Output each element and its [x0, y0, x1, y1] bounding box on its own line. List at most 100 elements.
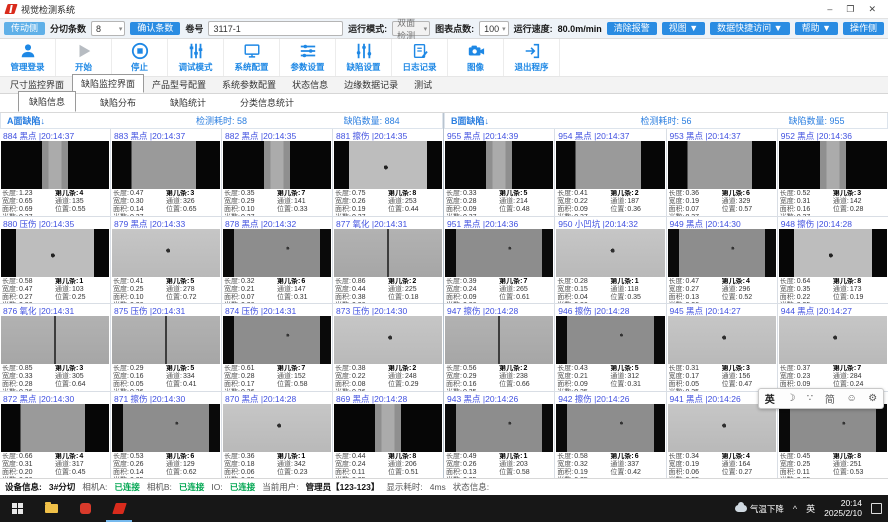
- clear-alarm-button[interactable]: 清除报警: [606, 21, 657, 36]
- tab-status-info[interactable]: 状态信息: [292, 80, 329, 90]
- tab-system-params-config[interactable]: 系统参数配置: [222, 80, 277, 90]
- tray-expand-button[interactable]: ^: [792, 503, 798, 514]
- metric-strip: 第几条:2: [610, 190, 663, 198]
- help-menu-button[interactable]: 帮助 ▼: [794, 21, 838, 36]
- defect-cell[interactable]: 947 擦伤 |20:14:28长度:0.56宽度:0.29面积:0.16米数:…: [444, 304, 555, 391]
- ime-cursor-icon[interactable]: ∵: [806, 393, 814, 404]
- defect-settings-button[interactable]: 缺陷设置: [336, 39, 392, 76]
- defect-cell[interactable]: 882 黑点 |20:14:35 长度:0.35宽度:0.29面积:0.10米数:…: [222, 129, 332, 216]
- metric-value: 0.37: [130, 214, 144, 215]
- defect-cell[interactable]: 874 压伤 |20:14:31长度:0.61宽度:0.28面积:0.17米数:…: [222, 304, 332, 391]
- subtab-defect-distribution[interactable]: 缺陷分布: [100, 98, 137, 108]
- run-mode-select[interactable]: 双面检测 ▾: [392, 18, 431, 41]
- panel-b-title[interactable]: B面缺陷↓: [451, 116, 489, 126]
- defect-cell[interactable]: 955 黑点 |20:14:39 长度:0.33宽度:0.28面积:0.09米数:…: [444, 129, 555, 216]
- metric-position: 位置:0.35: [610, 294, 663, 302]
- defect-cell[interactable]: 950 小凹坑 |20:14:32长度:0.28宽度:0.15面积:0.04米数…: [555, 216, 666, 303]
- roll-number-input[interactable]: 3117-1: [208, 21, 344, 36]
- defect-cell[interactable]: 869 黑点 |20:14:28长度:0.44宽度:0.24面积:0.11米数:…: [333, 391, 443, 478]
- stop-button[interactable]: 停止: [112, 39, 168, 76]
- defect-cell[interactable]: 941 黑点 |20:14:26长度:0.34宽度:0.19面积:0.06米数:…: [666, 391, 777, 478]
- inspection-app-taskbar-button[interactable]: [102, 495, 136, 522]
- maximize-button[interactable]: ❐: [846, 3, 855, 14]
- system-config-button[interactable]: 系统配置: [224, 39, 280, 76]
- start-button[interactable]: 开始: [56, 39, 112, 76]
- admin-login-button[interactable]: 管理登录: [0, 39, 56, 76]
- metric-value: 1.23: [18, 190, 33, 197]
- pinned-app-button[interactable]: [68, 495, 102, 522]
- minimize-button[interactable]: –: [827, 3, 833, 14]
- confirm-strips-button[interactable]: 确认条数: [130, 21, 181, 36]
- defect-cell[interactable]: 953 黑点 |20:14:37 长度:0.36宽度:0.19面积:0.07米数:…: [666, 129, 777, 216]
- metric-channel: 通道:142: [833, 198, 886, 206]
- defect-cell[interactable]: 871 擦伤 |20:14:30长度:0.53宽度:0.26面积:0.14米数:…: [111, 391, 221, 478]
- defect-cell[interactable]: 942 擦伤 |20:14:26长度:0.58宽度:0.32面积:0.19米数:…: [555, 391, 666, 478]
- data-quick-access-menu-button[interactable]: 数据快捷访问 ▼: [710, 21, 790, 36]
- defect-cell-header: 874 压伤 |20:14:31: [225, 306, 297, 316]
- tab-test[interactable]: 测试: [414, 80, 433, 90]
- defect-cell[interactable]: 877 氧化 |20:14:31长度:0.86宽度:0.44面积:0.38米数:…: [333, 216, 443, 303]
- metric-value: 0.25: [796, 460, 811, 468]
- defect-cell[interactable]: 945 黑点 |20:14:27长度:0.31宽度:0.17面积:0.05米数:…: [666, 304, 777, 391]
- parameter-settings-button[interactable]: 参数设置: [280, 39, 336, 76]
- close-button[interactable]: ✕: [868, 3, 876, 14]
- tab-product-model-config[interactable]: 产品型号配置: [152, 80, 207, 90]
- operate-side-button[interactable]: 操作侧: [842, 21, 884, 36]
- defect-cell[interactable]: 946 擦伤 |20:14:28长度:0.43宽度:0.21面积:0.09米数:…: [555, 304, 666, 391]
- start-button[interactable]: [0, 495, 34, 522]
- metric-value: 0.47: [685, 277, 700, 285]
- defect-cell[interactable]: 949 黑点 |20:14:30长度:0.47宽度:0.27面积:0.13米数:…: [666, 216, 777, 303]
- defect-cell[interactable]: 878 黑点 |20:14:32长度:0.32宽度:0.21面积:0.07米数:…: [222, 216, 332, 303]
- action-label: 调试模式: [178, 62, 213, 72]
- view-menu-button[interactable]: 视图 ▼: [661, 21, 706, 36]
- defect-cell[interactable]: 872 黑点 |20:14:30长度:0.66宽度:0.31面积:0.20米数:…: [0, 391, 110, 478]
- tab-edge-data-record[interactable]: 边缘数据记录: [344, 80, 399, 90]
- panel-a-title[interactable]: A面缺陷↓: [7, 116, 45, 126]
- ime-lang-toggle[interactable]: 英: [764, 395, 775, 406]
- metric-label: 长度:: [224, 190, 240, 197]
- defect-cell[interactable]: 873 压伤 |20:14:30长度:0.38宽度:0.22面积:0.08米数:…: [333, 304, 443, 391]
- image-button[interactable]: 图像: [448, 39, 504, 76]
- defect-cell[interactable]: 884 黑点 |20:14:37 长度:1.23宽度:0.65面积:0.69米数:…: [0, 129, 110, 216]
- metric-length: 长度:0.47: [669, 278, 722, 286]
- subtab-defect-info[interactable]: 缺陷信息: [18, 91, 77, 112]
- drive-side-button[interactable]: 传动侧: [4, 21, 46, 36]
- ime-simplified-toggle[interactable]: 简: [824, 395, 835, 406]
- emoji-icon[interactable]: ☺: [846, 393, 857, 404]
- exit-program-button[interactable]: 退出程序: [504, 39, 560, 76]
- moon-icon[interactable]: ☽: [786, 393, 796, 404]
- defect-cell[interactable]: 876 氧化 |20:14:31长度:0.85宽度:0.33面积:0.28米数:…: [0, 304, 110, 391]
- metric-width: 宽度:0.44: [335, 286, 388, 294]
- defect-cell[interactable]: 870 黑点 |20:14:28长度:0.36宽度:0.18面积:0.06米数:…: [222, 391, 332, 478]
- defect-cell[interactable]: 944 黑点 |20:14:27长度:0.37宽度:0.23面积:0.09米数:…: [777, 304, 888, 391]
- defect-cell[interactable]: 951 黑点 |20:14:36长度:0.39宽度:0.24面积:0.09米数:…: [444, 216, 555, 303]
- subtab-classification-statistics[interactable]: 分类信息统计: [240, 98, 295, 108]
- tray-language-indicator[interactable]: 英: [806, 504, 816, 514]
- metric-length: 长度:0.47: [113, 190, 166, 198]
- tab-size-monitor[interactable]: 尺寸监控界面: [10, 80, 65, 90]
- log-record-button[interactable]: 日志记录: [392, 39, 448, 76]
- subtab-defect-statistics[interactable]: 缺陷统计: [170, 98, 207, 108]
- detect-time-label: 检测耗时:: [195, 116, 235, 126]
- defect-cell[interactable]: 943 黑点 |20:14:26长度:0.49宽度:0.26面积:0.13米数:…: [444, 391, 555, 478]
- defect-cell[interactable]: 952 黑点 |20:14:36 长度:0.52宽度:0.31面积:0.16米数:…: [777, 129, 888, 216]
- chart-points-select[interactable]: 100 ▾: [479, 21, 509, 36]
- metric-label: 面积:: [557, 381, 574, 389]
- strip-count-select[interactable]: 8 ▾: [91, 21, 126, 36]
- weather-widget[interactable]: 气温下降: [734, 502, 784, 515]
- taskbar-clock[interactable]: 20:14 2025/2/10: [824, 498, 862, 519]
- tab-defect-monitor[interactable]: 缺陷监控界面: [72, 74, 145, 93]
- defect-cell[interactable]: 879 黑点 |20:14:33长度:0.41宽度:0.25面积:0.10米数:…: [111, 216, 221, 303]
- defect-cell[interactable]: 954 黑点 |20:14:37 长度:0.41宽度:0.22面积:0.09米数:…: [555, 129, 666, 216]
- defect-cell[interactable]: 948 擦伤 |20:14:28长度:0.64宽度:0.35面积:0.22米数:…: [777, 216, 888, 304]
- action-center-icon[interactable]: [871, 503, 882, 514]
- gear-icon[interactable]: ⚙: [868, 393, 878, 404]
- defect-cell-header: 875 压伤 |20:14:31: [114, 306, 186, 316]
- defect-cell[interactable]: 881 擦伤 |20:14:35 长度:0.75宽度:0.26面积:0.19米数:…: [333, 129, 443, 216]
- defect-cell[interactable]: 883 黑点 |20:14:37 长度:0.47宽度:0.30面积:0.14米数:…: [111, 129, 221, 216]
- defect-cell[interactable]: 875 压伤 |20:14:31长度:0.29宽度:0.16面积:0.05米数:…: [111, 304, 221, 391]
- defect-cell[interactable]: 880 压伤 |20:14:35长度:0.58宽度:0.47面积:0.27米数:…: [0, 216, 110, 303]
- debug-mode-button[interactable]: 调试模式: [168, 39, 224, 76]
- file-explorer-button[interactable]: [34, 495, 68, 522]
